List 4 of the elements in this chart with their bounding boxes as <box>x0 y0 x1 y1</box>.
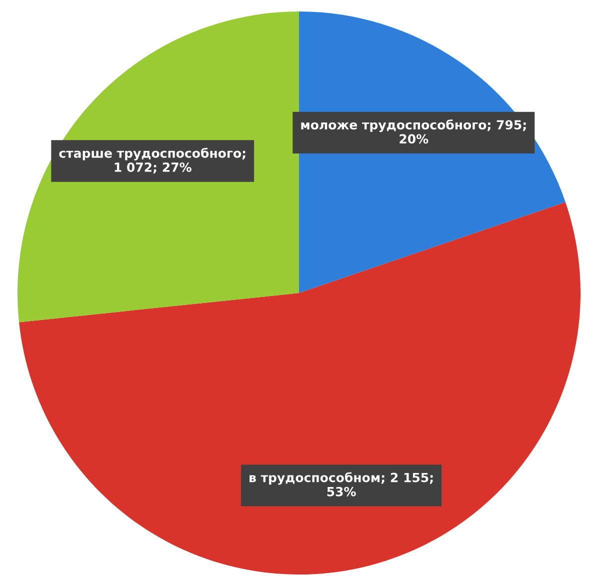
slice-label: старше трудоспособного; 1 072; 27% <box>59 148 246 174</box>
pie-slice <box>19 202 580 575</box>
slice-label: в трудоспособном; 2 155; 53% <box>250 472 433 496</box>
slice-label: моложе трудоспособного; 795; 20% <box>301 119 526 144</box>
